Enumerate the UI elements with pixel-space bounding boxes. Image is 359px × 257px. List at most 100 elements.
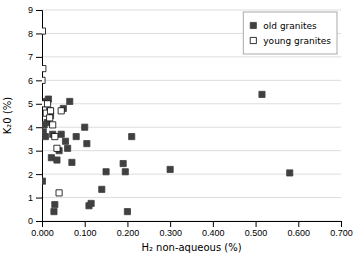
grid-line xyxy=(42,10,341,11)
tick-label: 0 xyxy=(28,216,33,226)
tick-label: 5 xyxy=(28,99,33,109)
tick: 0.400 xyxy=(202,221,225,238)
points xyxy=(42,28,293,215)
tick-mark xyxy=(36,221,42,222)
tick: 1 xyxy=(28,193,42,203)
point xyxy=(54,157,60,163)
tick-mark xyxy=(256,221,257,227)
point xyxy=(82,124,88,130)
tick-label: 9 xyxy=(28,5,33,15)
point xyxy=(42,134,48,140)
tick-label: 8 xyxy=(28,29,33,39)
tick: 7 xyxy=(28,52,42,62)
point xyxy=(122,169,128,175)
tick-mark xyxy=(170,221,171,227)
plot: 0.0000.1000.2000.3000.4000.5000.6000.700… xyxy=(28,5,353,238)
tick-label: 0.200 xyxy=(117,228,140,238)
legend-box xyxy=(243,12,337,54)
point xyxy=(129,134,135,140)
tick-label: 4 xyxy=(28,123,33,133)
point xyxy=(52,134,58,140)
grid-line xyxy=(42,56,341,57)
axis-line xyxy=(43,222,342,228)
tick-mark xyxy=(36,174,42,175)
tick-mark xyxy=(341,221,342,227)
point xyxy=(73,134,79,140)
grid-line xyxy=(42,150,341,151)
series xyxy=(42,91,293,214)
x-axis: 0.0000.1000.2000.3000.4000.5000.6000.700 xyxy=(31,221,353,238)
y-axis-title: K₂0 (%) xyxy=(2,97,13,135)
x-axis-title: H₂ non-aqueous (%) xyxy=(141,242,241,253)
grid-line xyxy=(42,80,341,81)
point xyxy=(65,145,71,151)
point xyxy=(42,178,46,184)
y-axis: 0 1 2 3 4 5 6 7 8 9 xyxy=(28,5,43,226)
tick-mark xyxy=(127,221,128,227)
tick-mark xyxy=(36,127,42,128)
point xyxy=(259,91,265,97)
point xyxy=(56,190,62,196)
tick-label: 0.000 xyxy=(31,228,54,238)
tick-mark xyxy=(213,221,214,227)
tick: 9 xyxy=(28,5,42,15)
point xyxy=(62,138,68,144)
point xyxy=(67,98,73,104)
point xyxy=(88,200,94,206)
grid-line xyxy=(42,174,341,175)
point xyxy=(58,108,64,114)
tick-label: 1 xyxy=(28,193,33,203)
series xyxy=(42,28,64,196)
tick: 0.700 xyxy=(330,221,353,238)
tick: 3 xyxy=(28,146,42,156)
point xyxy=(42,77,45,83)
tick-label: 0.100 xyxy=(74,228,97,238)
tick: 0.300 xyxy=(159,221,182,238)
grid-line xyxy=(42,197,341,198)
tick-mark xyxy=(36,10,42,11)
tick: 2 xyxy=(28,169,42,179)
point xyxy=(54,145,60,151)
tick-mark xyxy=(36,57,42,58)
legend-swatch xyxy=(250,37,256,43)
point xyxy=(58,131,64,137)
tick: 5 xyxy=(28,99,42,109)
point xyxy=(167,166,173,172)
legend: old granitesyoung granites xyxy=(243,12,337,54)
point xyxy=(44,101,50,107)
tick: 0.500 xyxy=(245,221,268,238)
tick-label: 7 xyxy=(28,52,33,62)
grid-line xyxy=(42,103,341,104)
tick-mark xyxy=(36,33,42,34)
point xyxy=(42,28,46,34)
point xyxy=(50,122,56,128)
point xyxy=(69,159,75,165)
tick-mark xyxy=(36,104,42,105)
point xyxy=(47,115,53,121)
tick-mark xyxy=(36,198,42,199)
point xyxy=(103,169,109,175)
legend-label: old granites xyxy=(263,21,317,31)
tick-mark xyxy=(85,221,86,227)
legend-swatch xyxy=(250,22,256,28)
point xyxy=(52,202,58,208)
axis-line xyxy=(36,11,43,222)
tick-label: 0.300 xyxy=(159,228,182,238)
tick-label: 6 xyxy=(28,76,33,86)
tick-label: 0.700 xyxy=(330,228,353,238)
tick-mark xyxy=(36,151,42,152)
tick-label: 3 xyxy=(28,146,33,156)
chart: 0.0000.1000.2000.3000.4000.5000.6000.700… xyxy=(0,0,359,257)
tick: 0 xyxy=(28,216,42,226)
tick-label: 0.400 xyxy=(202,228,225,238)
tick-label: 2 xyxy=(28,169,33,179)
tick: 0.100 xyxy=(74,221,97,238)
tick-mark xyxy=(36,80,42,81)
point xyxy=(47,108,53,114)
point xyxy=(124,209,130,215)
point xyxy=(99,186,105,192)
tick: 8 xyxy=(28,29,42,39)
point xyxy=(47,108,53,114)
point xyxy=(84,141,90,147)
point xyxy=(287,170,293,176)
